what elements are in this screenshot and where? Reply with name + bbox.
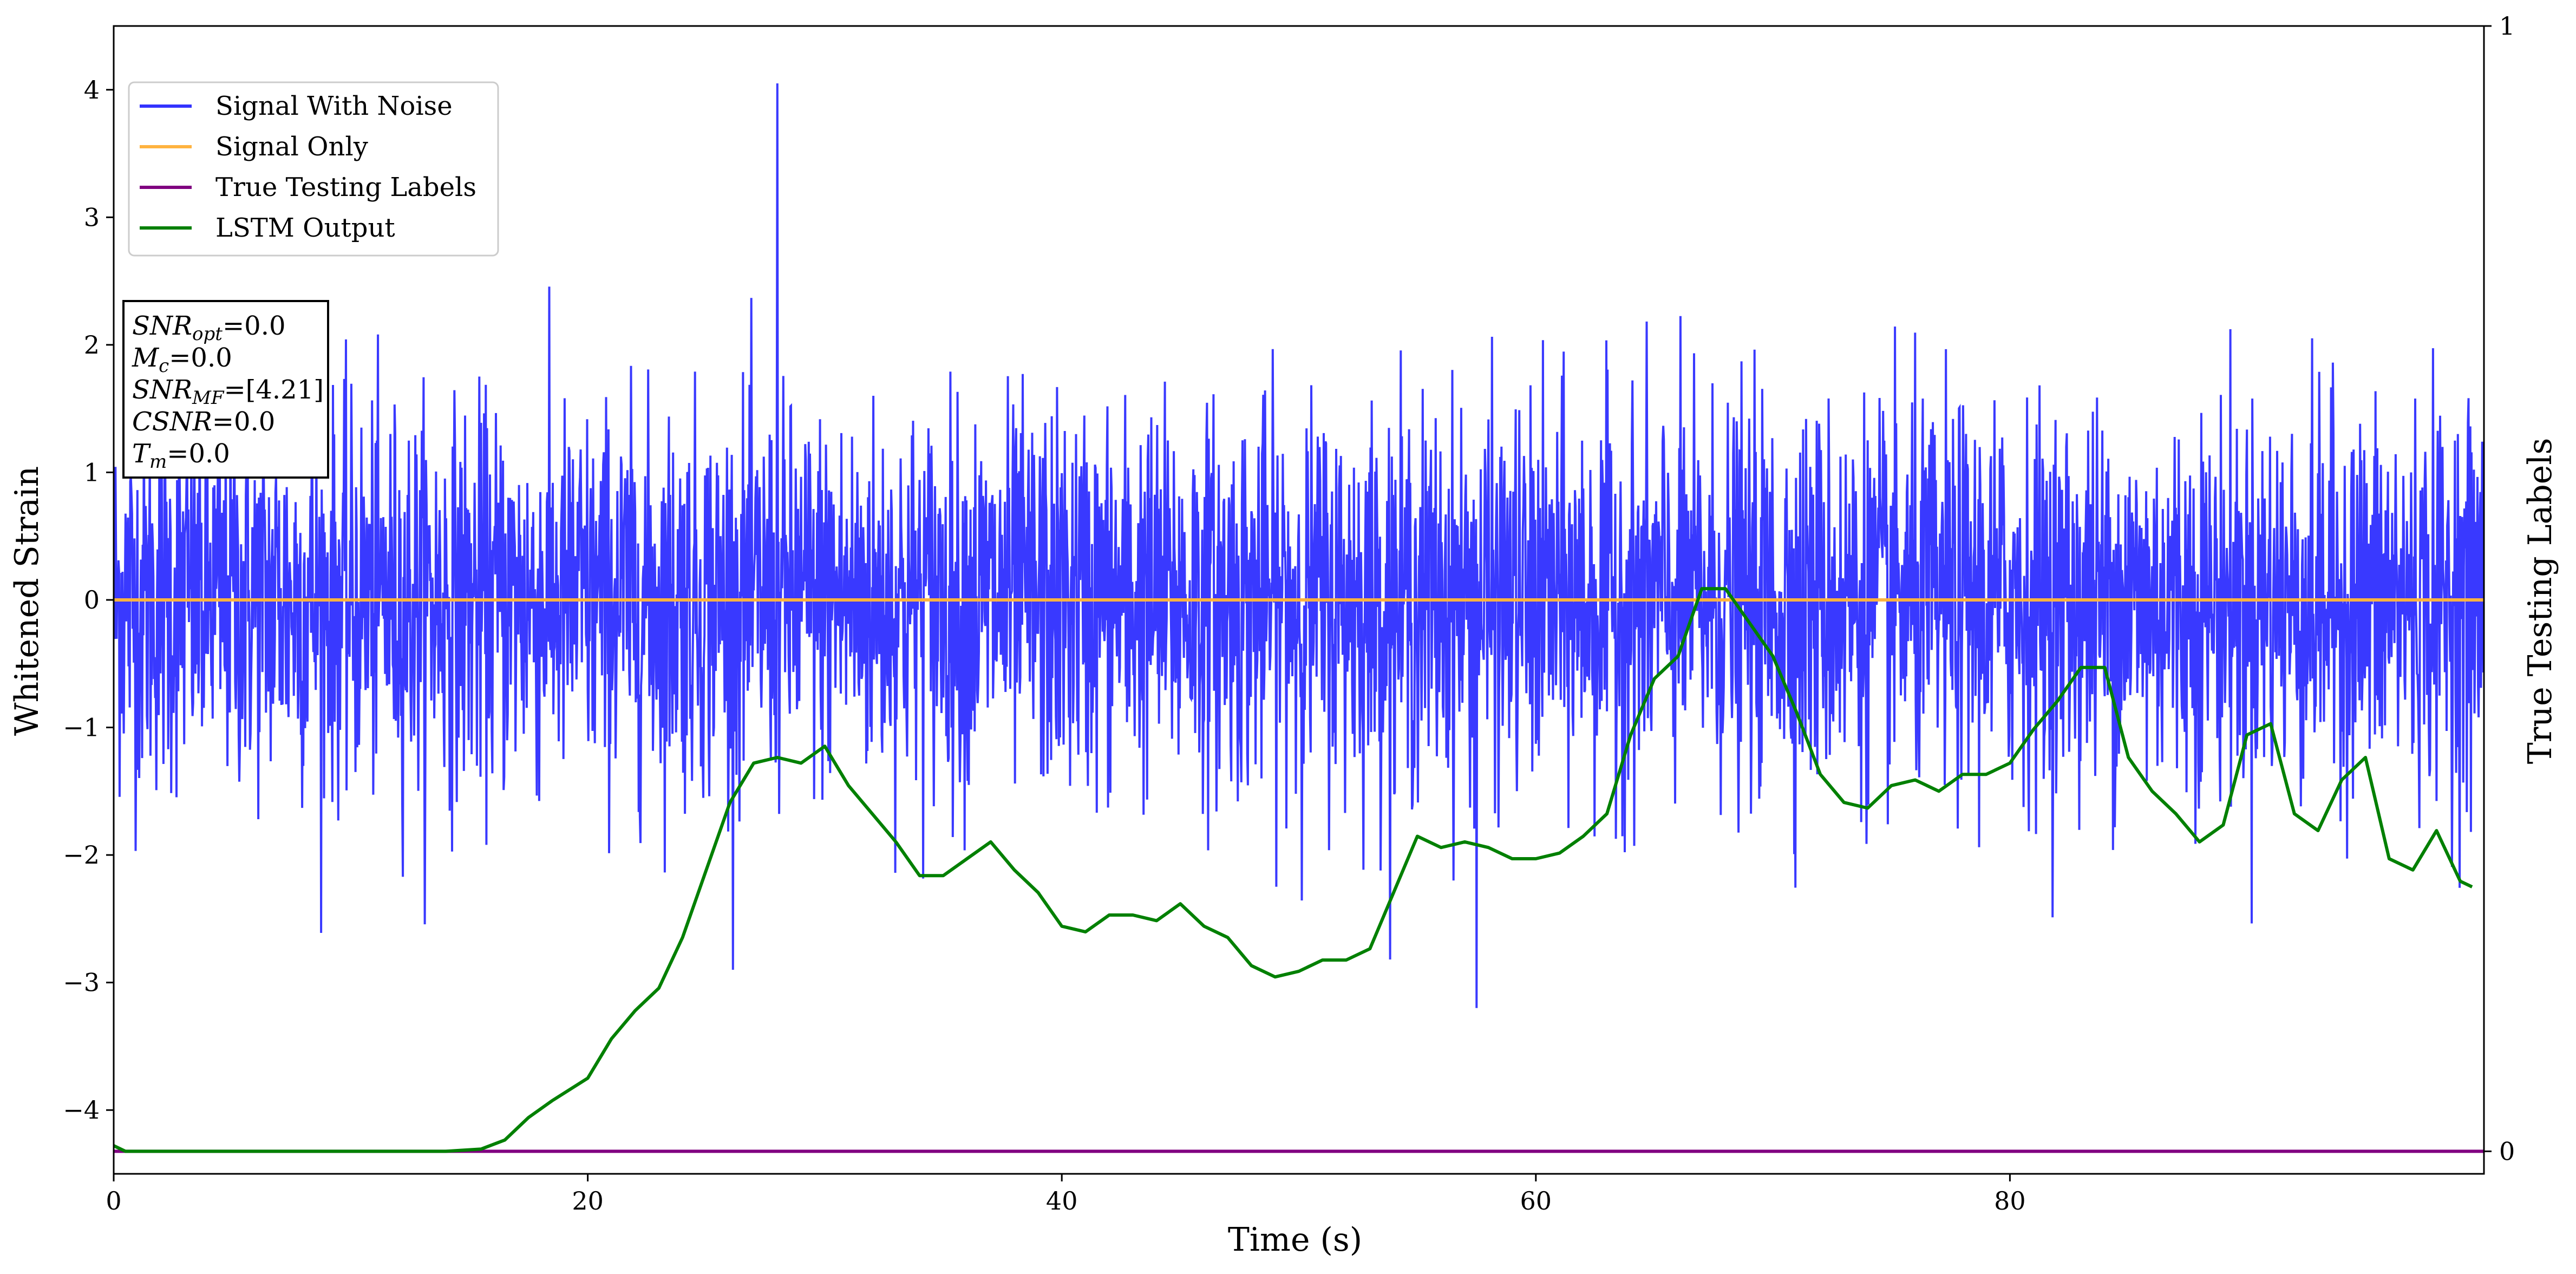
y2-axis-title: True Testing Labels xyxy=(2521,438,2559,765)
legend-label-signal-only: Signal Only xyxy=(215,132,368,162)
y-axis-title: Whitened Strain xyxy=(8,466,46,736)
legend: Signal With Noise Signal Only True Testing… xyxy=(128,81,499,257)
x-axis-title: Time (s) xyxy=(1228,1221,1362,1259)
x-tick-label: 40 xyxy=(1046,1186,1078,1216)
y2-tick-label: 1 xyxy=(2499,11,2515,41)
y-tick-label: −2 xyxy=(63,840,100,870)
annotation-line: Tm=0.0 xyxy=(132,439,230,473)
axes: 0 20 40 60 80 4 3 2 1 0 −1 −2 −3 −4 1 0 xyxy=(63,11,2515,1216)
annotation-line: CSNR=0.0 xyxy=(132,407,275,437)
y-tick-label: 3 xyxy=(84,202,100,232)
x-tick-label: 0 xyxy=(106,1186,121,1216)
series-lstm-output xyxy=(114,587,2473,1153)
y-tick-label: −4 xyxy=(63,1095,100,1125)
x-tick-label: 60 xyxy=(1520,1186,1552,1216)
annotation-line: SNRopt=0.0 xyxy=(132,311,286,345)
annotation-frame xyxy=(122,300,329,479)
y-tick-label: 4 xyxy=(84,75,100,104)
legend-label-signal-with-noise: Signal With Noise xyxy=(215,91,453,121)
series-signal-with-noise xyxy=(114,83,2484,1008)
legend-label-true-testing-labels: True Testing Labels xyxy=(215,172,476,202)
annotation-line: SNRMF=[4.21] xyxy=(132,375,324,409)
plot-area xyxy=(114,83,2484,1153)
y-tick-label: 0 xyxy=(84,585,100,615)
y2-tick-label: 0 xyxy=(2499,1136,2515,1166)
legend-label-lstm-output: LSTM Output xyxy=(215,213,395,243)
y-tick-label: 2 xyxy=(84,330,100,360)
y-tick-label: 1 xyxy=(84,458,100,487)
y-tick-label: −1 xyxy=(63,713,100,742)
legend-box xyxy=(128,81,499,257)
x-tick-label: 20 xyxy=(572,1186,604,1216)
annotation-box: SNRopt=0.0Mc=0.0SNRMF=[4.21]CSNR=0.0Tm=0… xyxy=(122,300,329,479)
y-tick-label: −3 xyxy=(63,968,100,997)
x-tick-label: 80 xyxy=(1994,1186,2026,1216)
annotation-line: Mc=0.0 xyxy=(132,343,232,377)
